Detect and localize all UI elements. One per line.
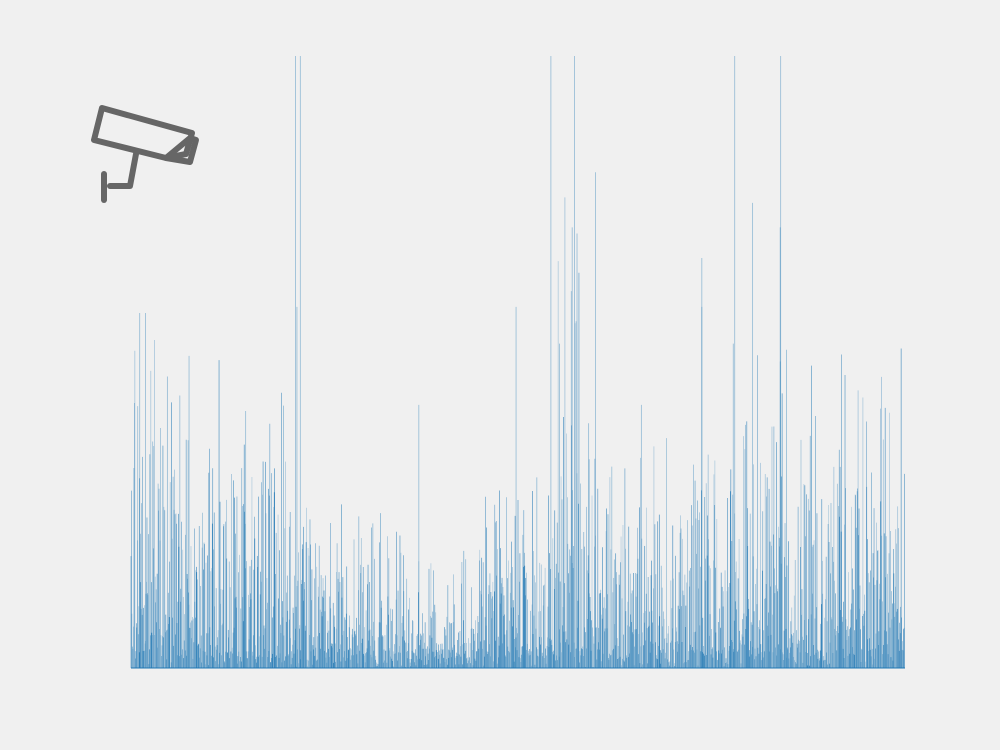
dense-bars-group [130,197,905,668]
security-camera-icon [86,98,206,210]
spike-bars-group [139,56,787,668]
